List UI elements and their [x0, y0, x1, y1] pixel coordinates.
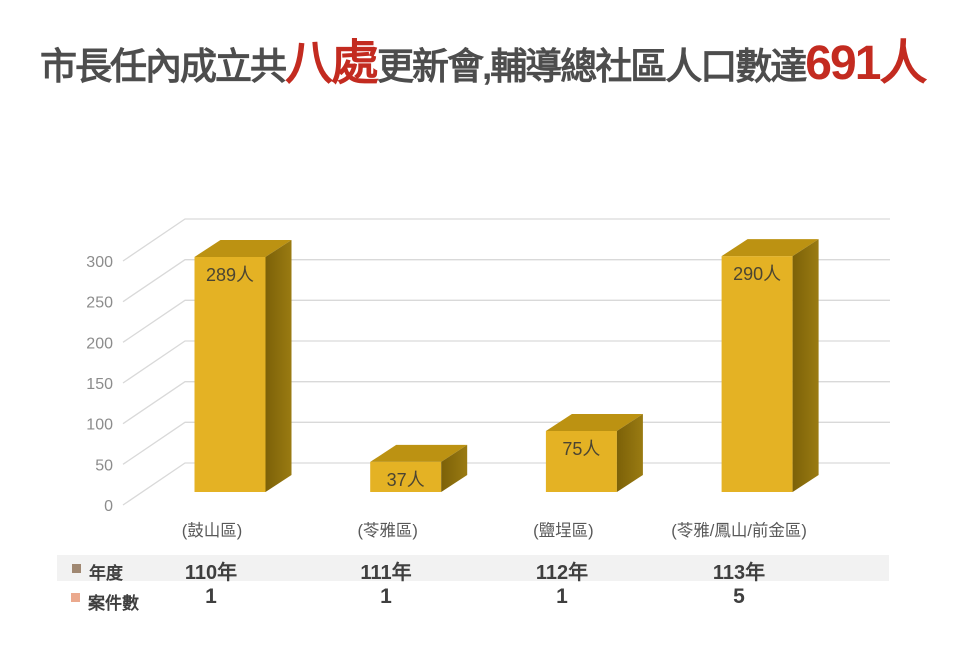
bar-(苓雅區): 37人 (苓雅區) — [357, 444, 468, 540]
bar-value-label: 290人 — [733, 264, 781, 284]
legend-marker-year — [72, 564, 81, 573]
bar-side-face — [792, 239, 819, 492]
table-cell-cases-111: 1 — [380, 585, 392, 608]
x-axis-category-label: (鼓山區) — [182, 521, 243, 540]
bar-value-label: 289人 — [206, 265, 254, 285]
page-title: 市長任內成立共八處更新會,輔導總社區人口數達691人 — [40, 36, 927, 91]
x-axis-category-label: (苓雅區) — [357, 521, 418, 540]
gridlines-and-y-axis: 0 50 100 150 200 250 300 — [86, 218, 890, 515]
bar-top-face — [370, 444, 468, 462]
bar-front-face — [721, 256, 793, 492]
table-row-label-cases: 案件數 — [88, 594, 139, 613]
table-cell-year-111: 111年 — [360, 562, 412, 584]
bar-(鼓山區): 289人 (鼓山區) — [182, 239, 292, 540]
bar-value-label: 75人 — [562, 439, 600, 459]
bar-top-face — [721, 239, 819, 257]
bar-side-face — [616, 414, 643, 492]
bar-(苓雅/鳳山/前金區): 290人 (苓雅/鳳山/前金區) — [671, 239, 819, 540]
title-text-segment-1: 市長任內成立共 — [40, 46, 287, 87]
bar-top-face — [194, 239, 292, 257]
table-cell-cases-112: 1 — [556, 585, 568, 608]
x-axis-category-label: (鹽埕區) — [533, 521, 594, 540]
table-row-stripe — [57, 555, 889, 581]
table-cell-year-112: 112年 — [535, 562, 589, 584]
bar-front-face — [545, 431, 617, 492]
title-text-segment-2: 更新會,輔導總社區人口數達 — [377, 46, 807, 87]
bar-side-face — [441, 444, 468, 492]
bar-value-label: 37人 — [387, 470, 425, 490]
gridline — [122, 462, 890, 506]
bar-side-face — [265, 239, 292, 492]
gridline — [122, 381, 890, 425]
table-cell-year-113: 113年 — [712, 562, 766, 584]
bar-top-face — [545, 414, 643, 431]
table-row-label-year: 年度 — [89, 564, 123, 583]
y-axis-tick-label: 150 — [86, 376, 113, 393]
title-accent-count: 八處 — [285, 37, 379, 90]
gridline — [122, 340, 890, 384]
table-cell-cases-113: 5 — [733, 585, 745, 608]
y-axis-tick-label: 300 — [86, 254, 113, 271]
table-cell-cases-110: 1 — [205, 585, 217, 608]
gridline — [122, 421, 890, 465]
bar-front-face — [370, 461, 442, 492]
legend-marker-cases — [71, 593, 80, 602]
bars: 289人 (鼓山區) 37人 (苓雅區) 75人 (鹽埕區) 290人 (苓雅/鳳山/前金區) — [182, 239, 819, 540]
y-axis-tick-label: 250 — [86, 295, 113, 312]
y-axis-tick-label: 100 — [86, 417, 113, 434]
gridline — [122, 218, 890, 262]
y-axis-tick-label: 50 — [95, 457, 113, 474]
gridline — [122, 299, 890, 343]
y-axis-tick-label: 200 — [86, 335, 113, 352]
x-axis-category-label: (苓雅/鳳山/前金區) — [671, 521, 807, 540]
y-axis-tick-label: 0 — [104, 498, 113, 515]
gridline — [122, 259, 890, 303]
bar-front-face — [194, 256, 266, 492]
bar-(鹽埕區): 75人 (鹽埕區) — [533, 414, 643, 540]
title-accent-population: 691人 — [805, 37, 927, 90]
table-cell-year-110: 110年 — [184, 562, 238, 584]
